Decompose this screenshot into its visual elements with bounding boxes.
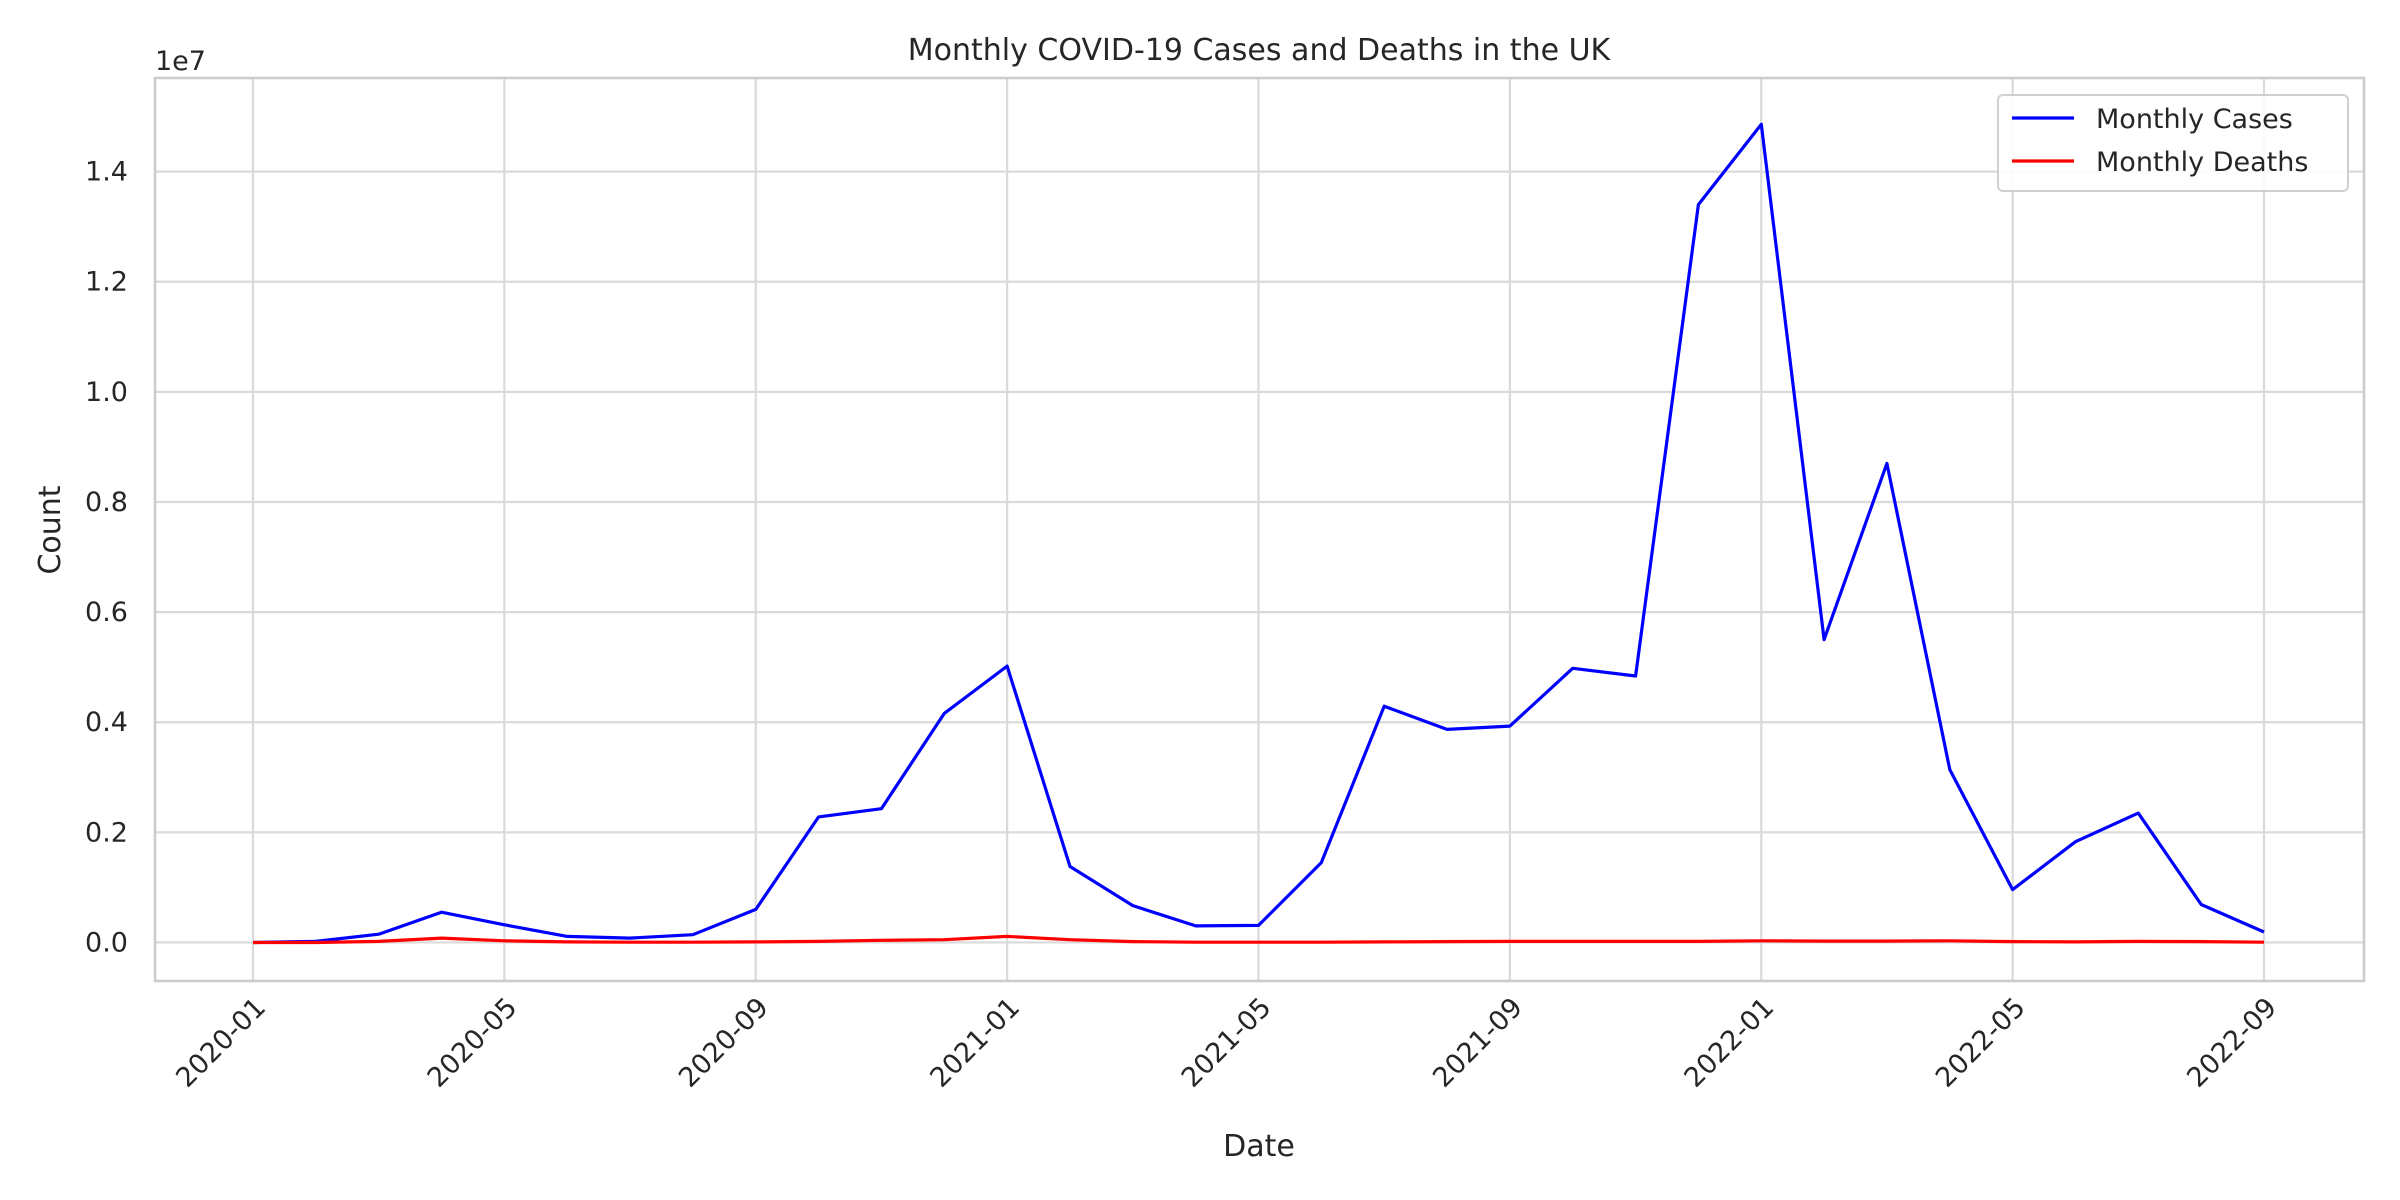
x-tick-label: 2022-09 (2181, 992, 2283, 1094)
monthly-cases-line (252, 122, 2265, 945)
y-tick-label: 0.2 (85, 817, 128, 848)
legend-label-cases: Monthly Cases (2096, 104, 2293, 135)
legend-label-deaths: Monthly Deaths (2096, 147, 2308, 178)
y-tick-label: 0.4 (85, 707, 128, 738)
tick-labels: 0.0 0.2 0.4 0.6 0.8 1.0 1.2 1.4 2020-01 2020-05 20… (85, 157, 2283, 1094)
y-tick-label: 1.4 (85, 157, 128, 188)
y-tick-label: 1.0 (85, 377, 128, 408)
y-axis-label: Count (33, 485, 68, 574)
x-axis-label: Date (1223, 1129, 1295, 1164)
y-tick-label: 0.6 (85, 597, 128, 628)
y-tick-label: 0.0 (85, 927, 128, 958)
x-tick-label: 2020-05 (422, 992, 524, 1094)
legend-box (1997, 94, 2349, 192)
monthly-deaths-line (253, 934, 2265, 945)
x-tick-label: 2020-01 (170, 992, 272, 1094)
grid-lines (155, 78, 2364, 981)
x-tick-label: 2021-01 (924, 992, 1026, 1094)
plot-frame (153, 76, 2366, 983)
y-tick-label: 0.8 (85, 487, 128, 518)
x-tick-label: 2021-09 (1427, 992, 1529, 1094)
series-lines (252, 122, 2265, 945)
x-tick-label: 2021-05 (1176, 992, 1278, 1094)
x-tick-label: 2022-01 (1679, 992, 1781, 1094)
legend: Monthly Cases Monthly Deaths (1997, 94, 2349, 192)
x-tick-label: 2020-09 (673, 992, 775, 1094)
y-tick-label: 1.2 (85, 267, 128, 298)
chart-title: Monthly COVID-19 Cases and Deaths in the… (908, 33, 1612, 68)
x-tick-label: 2022-05 (1930, 992, 2032, 1094)
y-axis-offset-label: 1e7 (155, 46, 206, 77)
